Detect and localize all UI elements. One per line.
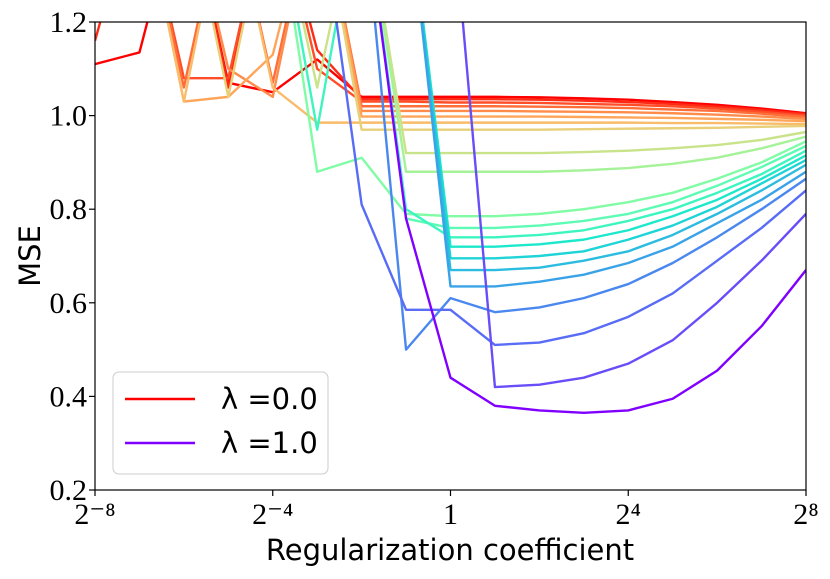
series-line: [211, 22, 806, 131]
x-tick-label: 1: [443, 498, 458, 531]
legend: λ =0.0 λ =1.0: [112, 371, 329, 475]
series-line: [381, 22, 806, 173]
series-line: [378, 22, 806, 414]
series-line: [168, 22, 806, 119]
series-line: [293, 22, 806, 218]
y-tick-label: 1.0: [50, 100, 88, 133]
x-tick-label: 2⁻⁸: [74, 498, 115, 531]
series-line: [373, 22, 806, 351]
series-line: [335, 22, 806, 347]
series-line: [215, 22, 806, 121]
legend-label: λ =1.0: [221, 426, 318, 460]
x-tick-label: 2⁸: [793, 498, 818, 531]
series-line: [420, 22, 806, 288]
series-line: [95, 22, 806, 116]
plot-area: [95, 22, 806, 414]
x-tick-label: 2⁴: [616, 498, 641, 531]
series-line: [420, 22, 806, 272]
legend-box: [112, 371, 329, 475]
y-tick-label: 0.8: [50, 193, 88, 226]
x-axis-label: Regularization coefficient: [266, 533, 634, 567]
legend-label: λ =0.0: [221, 382, 318, 416]
y-tick-label: 0.4: [50, 380, 88, 413]
y-axis-label: MSE: [13, 225, 47, 287]
x-tick-label: 2⁻⁴: [252, 498, 293, 531]
series-line: [421, 22, 806, 260]
series-line: [421, 22, 806, 248]
y-tick-label: 1.2: [50, 6, 88, 39]
series-line: [301, 22, 806, 155]
series-line: [95, 22, 806, 115]
y-tick-label: 0.6: [50, 287, 88, 320]
series-line: [378, 22, 806, 230]
series-line: [169, 22, 806, 117]
series-line: [166, 22, 806, 123]
series-line: [461, 22, 806, 389]
y-tick-label: 0.2: [50, 474, 88, 507]
series-line: [166, 22, 806, 126]
